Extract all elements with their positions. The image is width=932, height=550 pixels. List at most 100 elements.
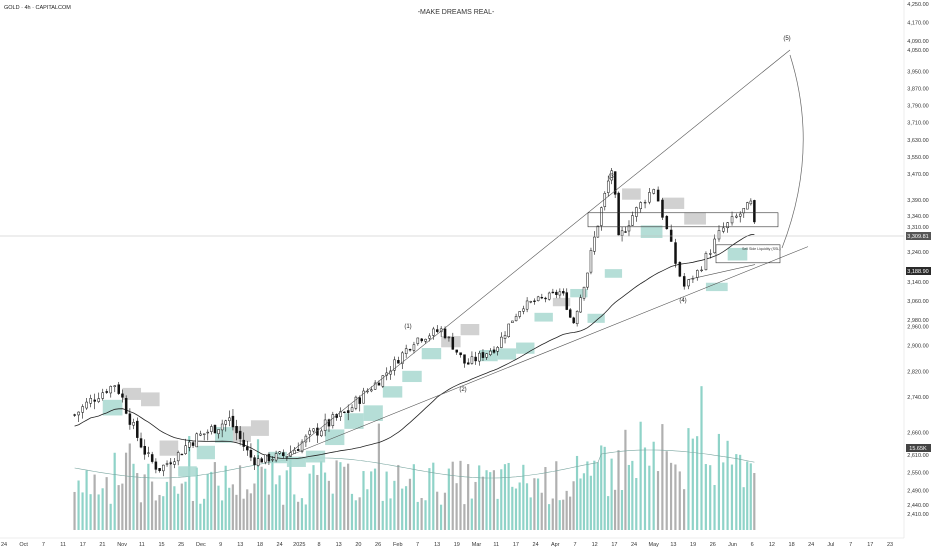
candle	[260, 458, 263, 463]
volume-bar	[665, 451, 668, 530]
cloud-segment	[587, 313, 605, 323]
candle	[231, 415, 235, 428]
volume-bar	[624, 429, 627, 530]
volume-bar	[228, 487, 231, 530]
volume-bar	[529, 497, 532, 530]
y-tick-label: 4,250.00	[907, 2, 928, 8]
candle	[635, 207, 638, 217]
cloud-segment	[421, 348, 442, 360]
volume-bar	[713, 484, 716, 530]
candle	[742, 208, 746, 214]
moving-average-line	[74, 234, 755, 459]
volume-bar	[439, 504, 443, 530]
candle	[713, 238, 716, 254]
cloud-segment	[363, 405, 383, 421]
volume-bar	[749, 463, 752, 530]
candle	[253, 457, 256, 466]
candle	[242, 439, 245, 447]
volume-bar	[202, 498, 206, 530]
x-axis[interactable]: 24 Oct 7 11 17 21 Nov 11 15 25 Dec 9 13 18 24 2025 8 13 20…	[0, 537, 932, 550]
candle	[474, 356, 477, 362]
candle	[544, 297, 547, 300]
volume-bar	[278, 475, 281, 530]
x-tick-label: 23	[887, 542, 893, 548]
candle	[77, 411, 80, 416]
volume-bar	[316, 474, 319, 530]
candle	[533, 300, 536, 302]
volume-bar	[121, 483, 124, 530]
candle	[613, 171, 617, 195]
candle	[362, 390, 365, 404]
candle	[350, 407, 354, 412]
wave-label: (4)	[679, 298, 686, 304]
candle	[436, 329, 439, 332]
volume-bar	[335, 460, 338, 530]
candle	[397, 360, 400, 364]
candle	[401, 352, 404, 364]
x-tick-label: 18	[789, 542, 795, 548]
volume-bar	[235, 494, 238, 530]
y-tick-label: 2,610.00	[907, 453, 928, 459]
candle	[717, 230, 721, 240]
cloud-segment	[196, 445, 215, 460]
candle	[339, 411, 342, 417]
x-tick-label: 11	[139, 542, 145, 548]
current-price-label: 3,309.81	[907, 234, 928, 240]
candle	[451, 337, 455, 350]
lower-trendline	[287, 246, 809, 457]
volume-bar	[210, 471, 213, 530]
candle	[128, 413, 132, 425]
volume-bar	[447, 468, 450, 530]
x-tick-label: 9	[219, 542, 222, 548]
volume-bar	[428, 468, 431, 530]
candle	[274, 453, 278, 461]
volume-bar	[354, 500, 357, 530]
x-tick-label: 7	[573, 542, 576, 548]
candle	[136, 420, 139, 438]
candle	[656, 189, 660, 202]
volume-bar	[555, 461, 558, 530]
volume-bar	[507, 462, 510, 530]
x-tick-label: Jul	[827, 542, 834, 548]
candle	[195, 433, 199, 448]
cloud-segment	[604, 269, 623, 278]
volume-bar	[331, 493, 334, 530]
volume-bar	[373, 468, 377, 530]
volume-bar	[726, 440, 729, 530]
y-tick-label: 2,490.00	[907, 488, 928, 494]
candle	[176, 452, 180, 462]
candle	[93, 399, 96, 402]
volume-bar	[478, 465, 481, 530]
volume-bar	[652, 441, 655, 530]
volume-bar	[467, 464, 470, 530]
candle	[206, 431, 210, 434]
volume-bar	[113, 452, 116, 530]
x-tick-label: Apr	[551, 542, 560, 548]
volume-bar	[551, 498, 554, 530]
current-price-tag: 3,309.81	[906, 232, 931, 240]
volume-bar	[558, 500, 561, 530]
x-tick-label: 17	[867, 542, 873, 548]
x-tick-label: 15	[158, 542, 164, 548]
candle	[610, 170, 613, 181]
volume-bar	[180, 483, 183, 530]
volume-bar	[289, 456, 292, 530]
volume-bar	[124, 452, 128, 530]
volume-bar	[389, 498, 392, 530]
candle	[188, 441, 191, 448]
volume-bar	[347, 463, 350, 530]
x-tick-label: Mar	[472, 542, 482, 548]
candle	[558, 291, 562, 296]
candle	[143, 445, 146, 455]
cloud-segment	[640, 225, 663, 238]
volume-bar	[459, 460, 462, 530]
volume-bar	[173, 486, 176, 530]
y-tick-label: 2,550.00	[907, 471, 928, 477]
candle	[652, 189, 656, 194]
volume-bar	[620, 490, 624, 530]
candle	[165, 463, 169, 465]
y-tick-label: 4,050.00	[907, 48, 928, 54]
x-tick-label: Nov	[117, 542, 127, 548]
volume-bar	[393, 480, 396, 530]
